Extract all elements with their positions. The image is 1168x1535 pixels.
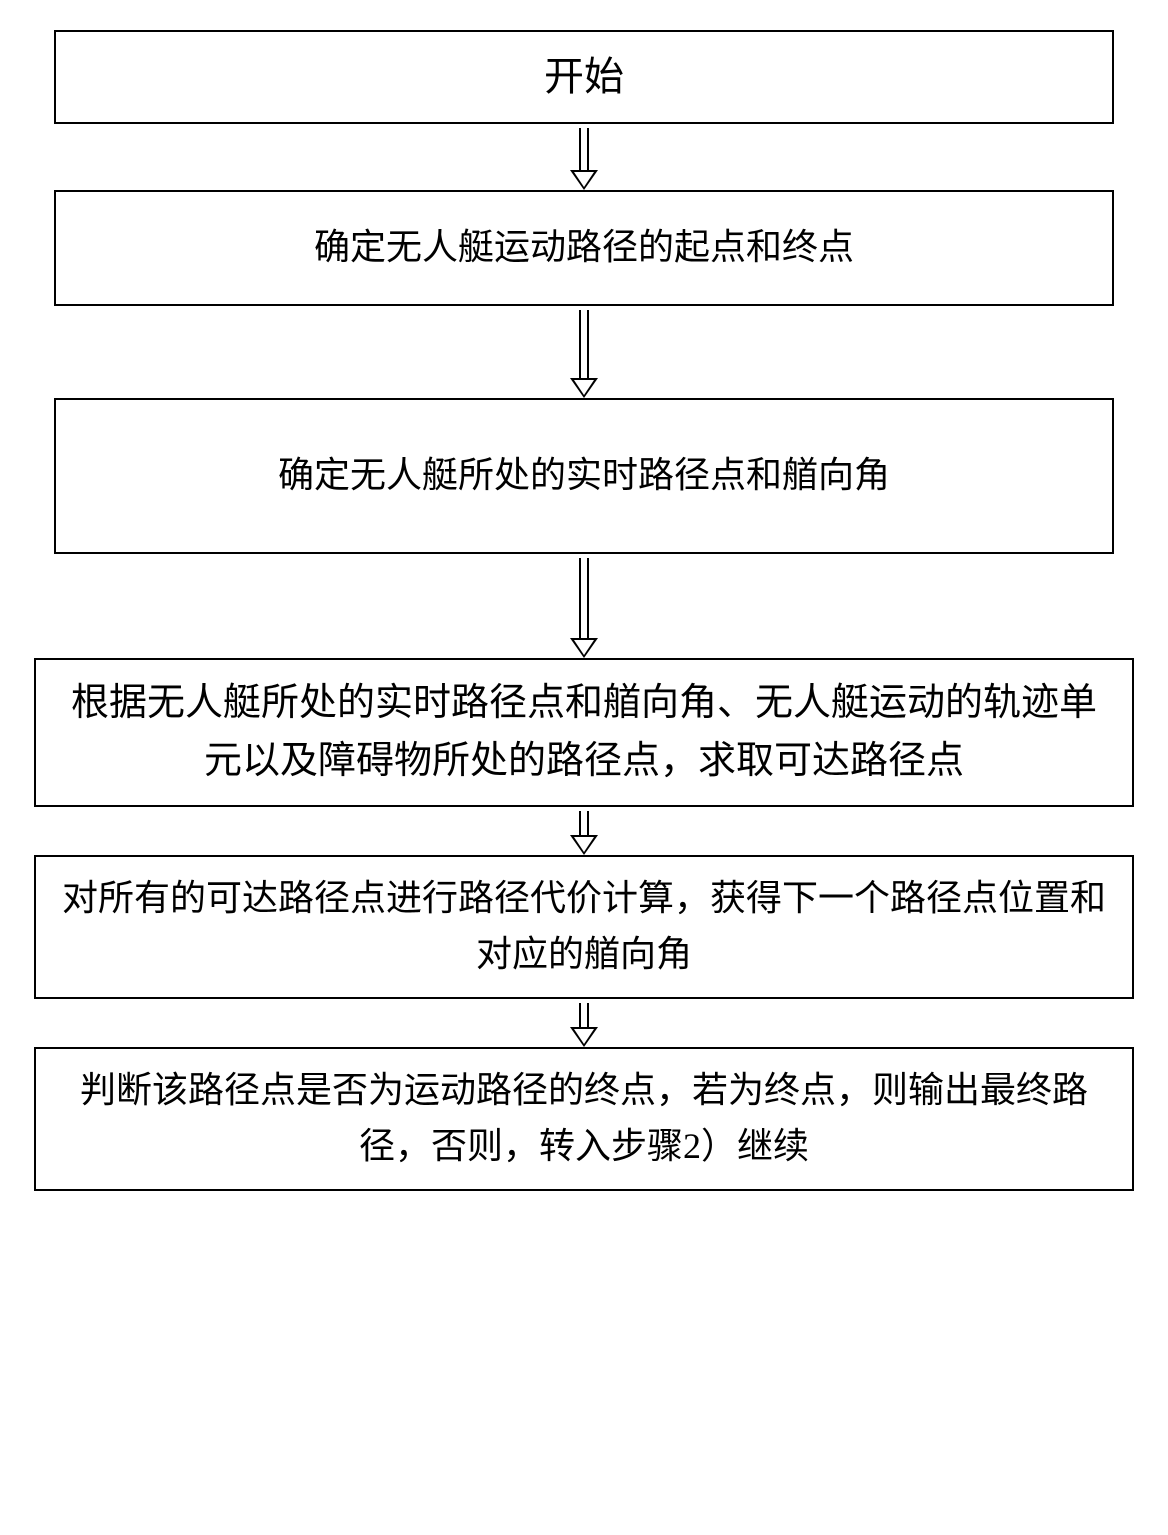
box-step3-text: 根据无人艇所处的实时路径点和艏向角、无人艇运动的轨迹单元以及障碍物所处的路径点，…: [71, 682, 1097, 783]
arrow-2: [570, 558, 598, 658]
box-step2-text: 确定无人艇所处的实时路径点和艏向角: [278, 455, 890, 495]
box-step1-text: 确定无人艇运动路径的起点和终点: [314, 227, 854, 267]
box-step4: 对所有的可达路径点进行路径代价计算，获得下一个路径点位置和对应的艏向角: [34, 855, 1134, 999]
box-step2: 确定无人艇所处的实时路径点和艏向角: [54, 398, 1114, 554]
box-step1: 确定无人艇运动路径的起点和终点: [54, 190, 1114, 306]
arrow-0: [570, 128, 598, 190]
box-step4-text: 对所有的可达路径点进行路径代价计算，获得下一个路径点位置和对应的艏向角: [62, 878, 1106, 974]
arrow-4: [570, 1003, 598, 1047]
arrow-3: [570, 811, 598, 855]
box-step3: 根据无人艇所处的实时路径点和艏向角、无人艇运动的轨迹单元以及障碍物所处的路径点，…: [34, 658, 1134, 808]
box-start: 开始: [54, 30, 1114, 124]
box-step5: 判断该路径点是否为运动路径的终点，若为终点，则输出最终路径，否则，转入步骤2）继…: [34, 1047, 1134, 1191]
arrow-1: [570, 310, 598, 398]
box-start-text: 开始: [544, 54, 624, 99]
flowchart-container: 开始 确定无人艇运动路径的起点和终点 确定无人艇所处的实时路径点和艏向角 根据无…: [34, 30, 1134, 1191]
box-step5-text: 判断该路径点是否为运动路径的终点，若为终点，则输出最终路径，否则，转入步骤2）继…: [80, 1070, 1088, 1166]
